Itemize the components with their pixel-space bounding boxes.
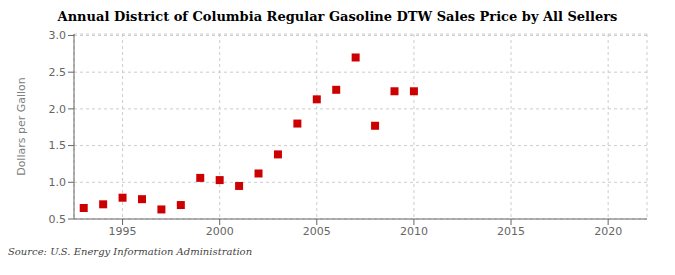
svg-text:2010: 2010 xyxy=(400,225,428,238)
svg-text:Dollars per Gallon: Dollars per Gallon xyxy=(15,77,28,176)
svg-text:1.5: 1.5 xyxy=(49,139,67,152)
svg-text:1995: 1995 xyxy=(109,225,137,238)
html-text:Annual District of Columbia Re: Annual District of Columbia Regular Gaso… xyxy=(57,9,618,24)
svg-text:2020: 2020 xyxy=(594,225,622,238)
svg-text:3.0: 3.0 xyxy=(49,29,67,42)
svg-text:2000: 2000 xyxy=(206,225,234,238)
svg-text:2.5: 2.5 xyxy=(49,66,67,79)
svg-text:2015: 2015 xyxy=(497,225,525,238)
svg-text:2005: 2005 xyxy=(303,225,331,238)
svg-text:1.0: 1.0 xyxy=(49,176,67,189)
svg-text:2.0: 2.0 xyxy=(49,103,67,116)
svg-text:0.5: 0.5 xyxy=(49,213,67,226)
html-text:Source: U.S. Energy Informatio: Source: U.S. Energy Information Administ… xyxy=(8,246,253,257)
